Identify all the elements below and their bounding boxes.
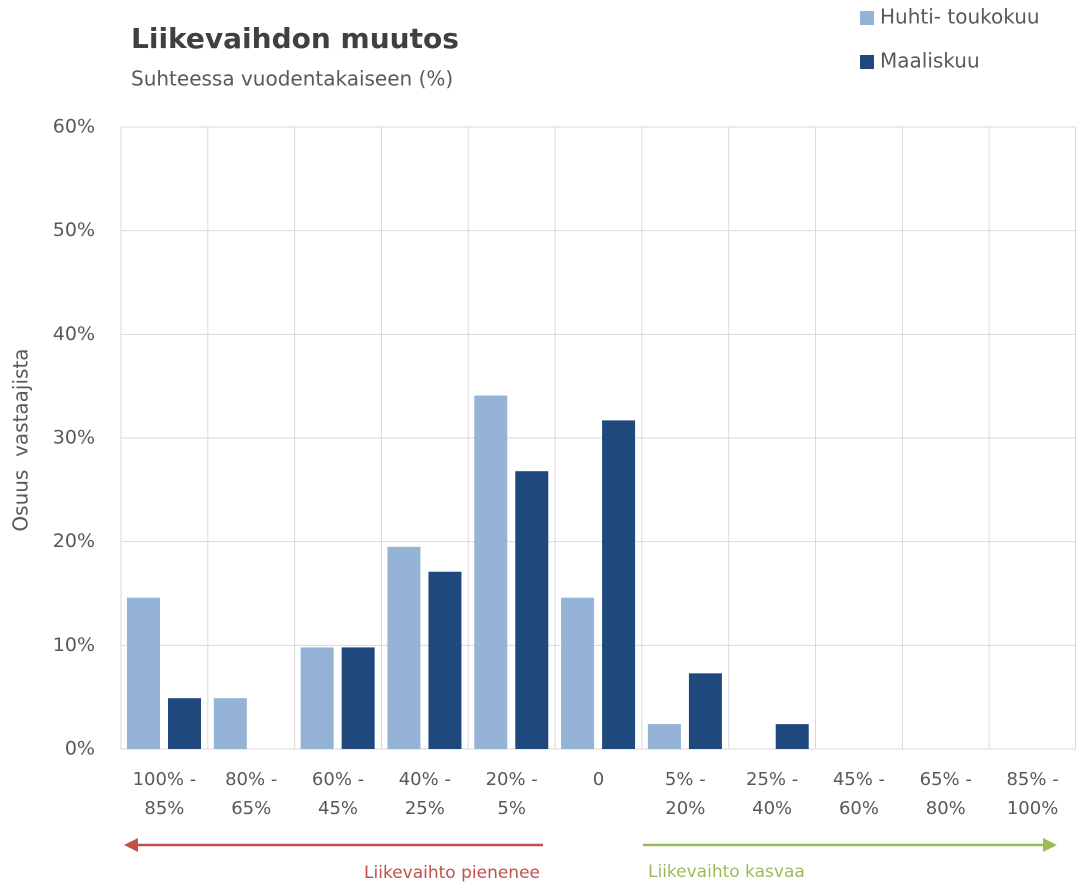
x-tick-label: 65% -80%: [920, 769, 972, 819]
y-tick-label: 40%: [53, 323, 95, 345]
chart-subtitle: Suhteessa vuodentakaiseen (%): [131, 67, 453, 91]
x-tick-label: 80% -65%: [225, 769, 277, 819]
x-tick-label: 45% -60%: [833, 769, 885, 819]
y-axis-label: Osuus vastaajista: [9, 348, 33, 531]
x-tick-label: 25% -40%: [746, 769, 798, 819]
bar: [168, 698, 201, 749]
x-tick-label: 60% -45%: [312, 769, 364, 819]
arrow-head: [124, 838, 138, 852]
legend-label: Maaliskuu: [880, 49, 980, 73]
legend-swatch: [860, 11, 874, 25]
bar: [688, 673, 722, 749]
x-tick-label: 100% -85%: [133, 769, 197, 819]
x-tick-label: 40% -25%: [399, 769, 451, 819]
chart-title: Liikevaihdon muutos: [131, 22, 459, 55]
y-tick-label: 0%: [65, 738, 95, 760]
bar: [561, 597, 595, 749]
bar: [474, 395, 508, 749]
annotation: Liikevaihto pienenee: [364, 863, 540, 883]
bar: [341, 647, 375, 749]
bar: [213, 698, 247, 749]
annotation: Liikevaihto kasvaa: [648, 862, 805, 882]
bar: [387, 546, 421, 749]
legend-swatch: [860, 55, 874, 69]
y-tick-label: 60%: [53, 116, 95, 138]
bar: [515, 471, 549, 749]
arrow-head: [1043, 838, 1057, 852]
bar: [300, 647, 334, 749]
y-tick-label: 50%: [53, 219, 95, 241]
bar: [428, 571, 462, 749]
x-tick-label: 5% -20%: [665, 769, 706, 819]
bar: [602, 420, 636, 749]
x-tick-label: 85% -100%: [1006, 769, 1058, 819]
bar: [647, 724, 681, 749]
y-tick-label: 30%: [53, 427, 95, 449]
bar: [775, 724, 809, 749]
x-tick-label: 0: [593, 769, 604, 790]
bar: [127, 597, 160, 749]
x-tick-label: 20% -5%: [486, 769, 538, 819]
legend-label: Huhti- toukokuu: [880, 5, 1040, 29]
y-tick-label: 20%: [53, 530, 95, 552]
y-tick-label: 10%: [53, 634, 95, 656]
